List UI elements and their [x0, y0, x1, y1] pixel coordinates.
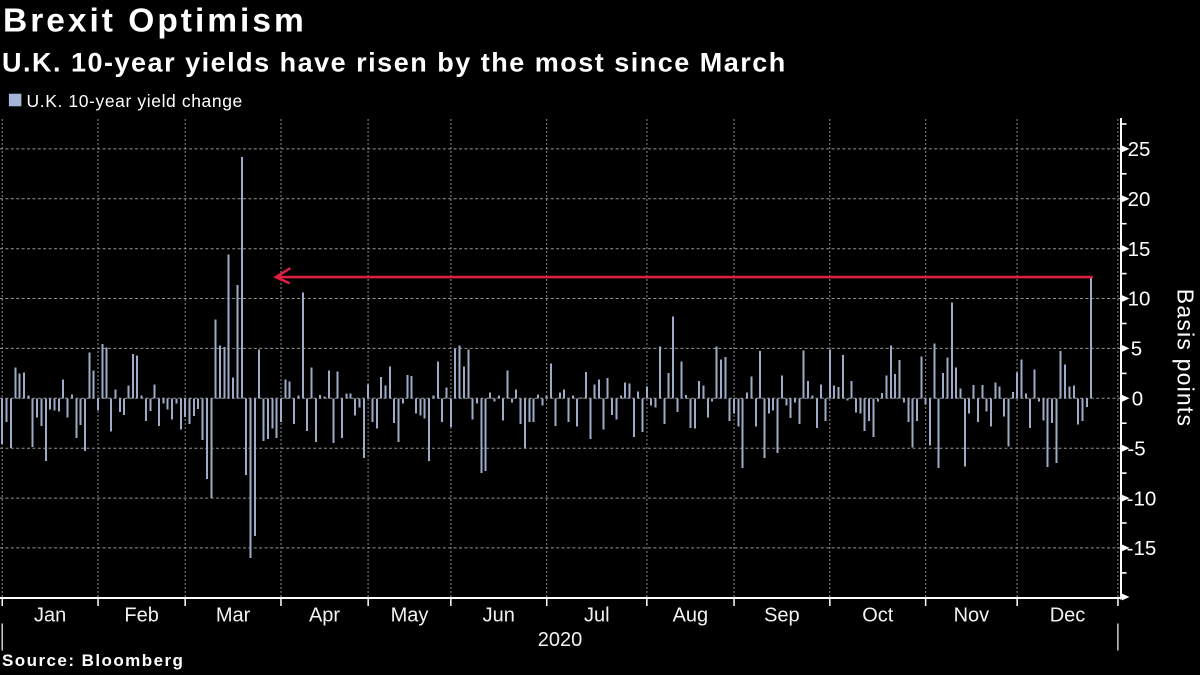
svg-text:Aug: Aug [673, 605, 709, 627]
svg-text:25: 25 [1128, 138, 1151, 161]
svg-text:Jul: Jul [584, 605, 610, 627]
svg-text:Brexit Optimism: Brexit Optimism [3, 3, 307, 40]
svg-text:Source: Bloomberg: Source: Bloomberg [2, 651, 184, 670]
svg-text:15: 15 [1128, 238, 1151, 261]
svg-text:20: 20 [1128, 188, 1151, 211]
svg-text:May: May [391, 605, 429, 627]
svg-text:Apr: Apr [309, 605, 340, 627]
svg-text:-10: -10 [1127, 487, 1157, 510]
svg-text:Basis points: Basis points [1173, 289, 1199, 427]
svg-text:U.K. 10-year yields have risen: U.K. 10-year yields have risen by the mo… [2, 48, 787, 78]
svg-text:2020: 2020 [538, 629, 583, 651]
svg-text:-5: -5 [1127, 437, 1145, 460]
svg-text:Dec: Dec [1050, 605, 1086, 627]
svg-text:Jan: Jan [34, 605, 66, 627]
svg-text:Jun: Jun [483, 605, 515, 627]
svg-text:Oct: Oct [862, 605, 894, 627]
svg-text:5: 5 [1131, 338, 1142, 361]
svg-text:Nov: Nov [954, 605, 990, 627]
svg-text:Mar: Mar [216, 605, 251, 627]
svg-text:-15: -15 [1127, 537, 1157, 560]
svg-text:10: 10 [1128, 288, 1151, 311]
svg-text:Sep: Sep [764, 605, 800, 627]
svg-text:0: 0 [1132, 388, 1143, 411]
svg-text:U.K. 10-year yield change: U.K. 10-year yield change [27, 91, 243, 111]
svg-text:Feb: Feb [124, 605, 158, 627]
